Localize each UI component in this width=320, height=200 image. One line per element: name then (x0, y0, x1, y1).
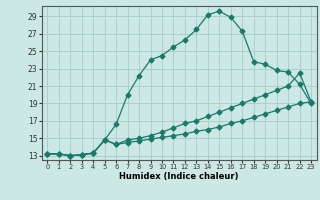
X-axis label: Humidex (Indice chaleur): Humidex (Indice chaleur) (119, 172, 239, 181)
